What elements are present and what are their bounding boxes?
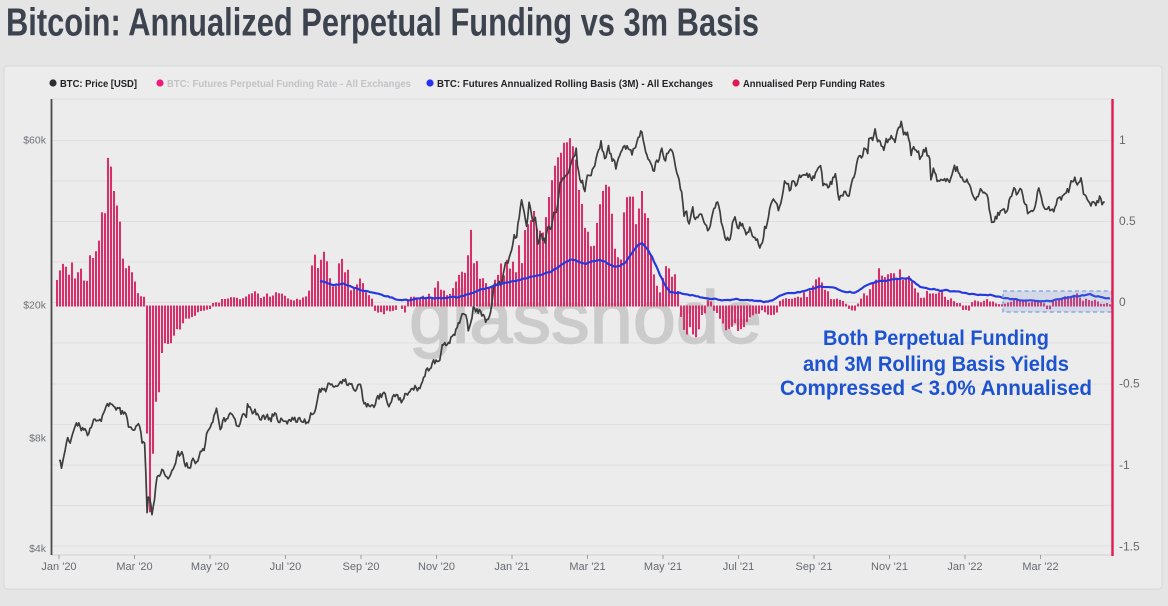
svg-text:Mar '22: Mar '22 bbox=[1022, 561, 1058, 573]
svg-text:Jul '20: Jul '20 bbox=[270, 561, 301, 573]
svg-text:$20k: $20k bbox=[23, 300, 47, 312]
svg-text:$4k: $4k bbox=[29, 543, 47, 555]
svg-text:0: 0 bbox=[1119, 295, 1126, 309]
svg-text:Mar '21: Mar '21 bbox=[569, 561, 605, 573]
svg-text:$60k: $60k bbox=[23, 135, 47, 147]
svg-text:Nov '20: Nov '20 bbox=[418, 561, 455, 573]
svg-text:BTC: Futures Annualized Rollin: BTC: Futures Annualized Rolling Basis (3… bbox=[437, 79, 713, 90]
svg-text:-0.5: -0.5 bbox=[1119, 377, 1140, 391]
svg-text:and 3M Rolling Basis Yields: and 3M Rolling Basis Yields bbox=[803, 352, 1069, 376]
svg-text:Jan '20: Jan '20 bbox=[41, 561, 76, 573]
svg-text:1: 1 bbox=[1119, 133, 1126, 147]
svg-text:Jul '21: Jul '21 bbox=[723, 561, 754, 573]
svg-text:Jan '22: Jan '22 bbox=[947, 561, 982, 573]
svg-text:Nov '21: Nov '21 bbox=[871, 561, 908, 573]
svg-text:May '20: May '20 bbox=[191, 561, 229, 573]
svg-text:Compressed < 3.0% Annualised: Compressed < 3.0% Annualised bbox=[780, 376, 1092, 400]
svg-text:BTC: Price [USD]: BTC: Price [USD] bbox=[60, 79, 137, 90]
svg-text:May '21: May '21 bbox=[644, 561, 682, 573]
svg-text:BTC: Futures Perpetual Funding: BTC: Futures Perpetual Funding Rate - Al… bbox=[167, 79, 411, 90]
svg-text:$8k: $8k bbox=[29, 433, 47, 445]
svg-text:-1: -1 bbox=[1119, 458, 1130, 472]
svg-text:Annualised Perp Funding Rates: Annualised Perp Funding Rates bbox=[743, 79, 885, 90]
svg-text:Bitcoin: Annualized Perpetual: Bitcoin: Annualized Perpetual Funding vs… bbox=[6, 2, 759, 45]
svg-text:-1.5: -1.5 bbox=[1119, 540, 1140, 554]
svg-text:Both Perpetual Funding: Both Perpetual Funding bbox=[823, 326, 1049, 350]
svg-text:Sep '21: Sep '21 bbox=[796, 561, 833, 573]
svg-text:0.5: 0.5 bbox=[1119, 214, 1136, 228]
svg-text:Sep '20: Sep '20 bbox=[343, 561, 380, 573]
svg-text:Mar '20: Mar '20 bbox=[116, 561, 152, 573]
svg-text:Jan '21: Jan '21 bbox=[494, 561, 529, 573]
